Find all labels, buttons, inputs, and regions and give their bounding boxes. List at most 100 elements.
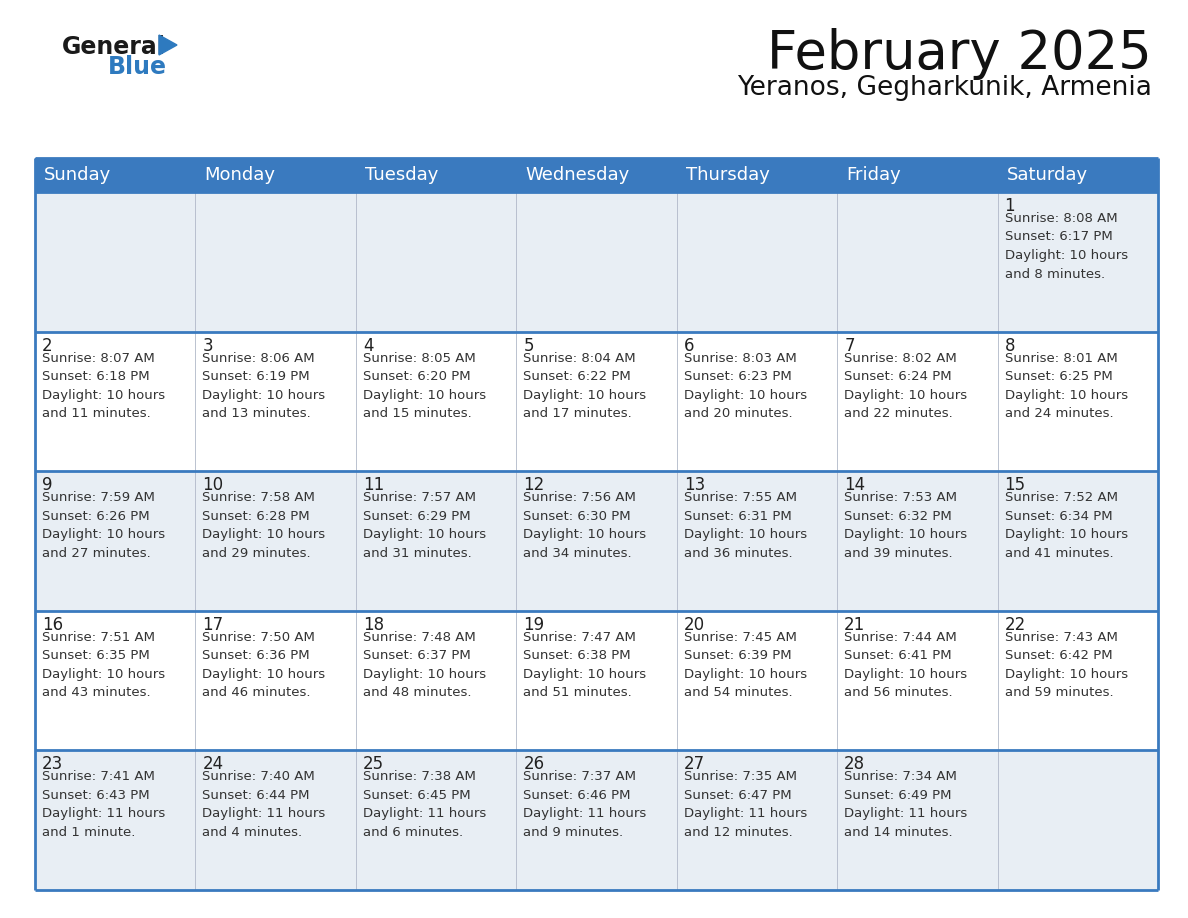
Text: Tuesday: Tuesday bbox=[365, 166, 438, 184]
Bar bbox=[34, 331, 196, 471]
Polygon shape bbox=[159, 35, 177, 55]
Text: Sunrise: 7:40 AM
Sunset: 6:44 PM
Daylight: 11 hours
and 4 minutes.: Sunrise: 7:40 AM Sunset: 6:44 PM Dayligh… bbox=[202, 770, 326, 839]
Bar bbox=[517, 471, 677, 610]
Text: Sunrise: 7:56 AM
Sunset: 6:30 PM
Daylight: 10 hours
and 34 minutes.: Sunrise: 7:56 AM Sunset: 6:30 PM Dayligh… bbox=[523, 491, 646, 560]
Text: Sunrise: 7:52 AM
Sunset: 6:34 PM
Daylight: 10 hours
and 41 minutes.: Sunrise: 7:52 AM Sunset: 6:34 PM Dayligh… bbox=[1005, 491, 1127, 560]
Text: Sunrise: 7:35 AM
Sunset: 6:47 PM
Daylight: 11 hours
and 12 minutes.: Sunrise: 7:35 AM Sunset: 6:47 PM Dayligh… bbox=[684, 770, 807, 839]
Text: Sunrise: 8:07 AM
Sunset: 6:18 PM
Daylight: 10 hours
and 11 minutes.: Sunrise: 8:07 AM Sunset: 6:18 PM Dayligh… bbox=[42, 352, 165, 420]
Text: Sunrise: 7:45 AM
Sunset: 6:39 PM
Daylight: 10 hours
and 54 minutes.: Sunrise: 7:45 AM Sunset: 6:39 PM Dayligh… bbox=[684, 631, 807, 700]
Text: Sunrise: 8:01 AM
Sunset: 6:25 PM
Daylight: 10 hours
and 24 minutes.: Sunrise: 8:01 AM Sunset: 6:25 PM Dayligh… bbox=[1005, 352, 1127, 420]
Text: 17: 17 bbox=[202, 616, 223, 633]
Bar bbox=[34, 471, 196, 610]
Bar bbox=[196, 471, 356, 610]
Text: 6: 6 bbox=[684, 337, 694, 354]
Text: Sunrise: 7:55 AM
Sunset: 6:31 PM
Daylight: 10 hours
and 36 minutes.: Sunrise: 7:55 AM Sunset: 6:31 PM Dayligh… bbox=[684, 491, 807, 560]
Bar bbox=[838, 471, 998, 610]
Bar bbox=[517, 610, 677, 750]
Text: Sunrise: 8:02 AM
Sunset: 6:24 PM
Daylight: 10 hours
and 22 minutes.: Sunrise: 8:02 AM Sunset: 6:24 PM Dayligh… bbox=[845, 352, 967, 420]
Bar bbox=[517, 331, 677, 471]
Text: Sunrise: 8:03 AM
Sunset: 6:23 PM
Daylight: 10 hours
and 20 minutes.: Sunrise: 8:03 AM Sunset: 6:23 PM Dayligh… bbox=[684, 352, 807, 420]
Bar bbox=[998, 158, 1158, 192]
Text: 11: 11 bbox=[362, 476, 384, 494]
Bar bbox=[677, 331, 838, 471]
Bar bbox=[356, 750, 517, 890]
Text: Sunrise: 7:41 AM
Sunset: 6:43 PM
Daylight: 11 hours
and 1 minute.: Sunrise: 7:41 AM Sunset: 6:43 PM Dayligh… bbox=[42, 770, 165, 839]
Bar bbox=[196, 158, 356, 192]
Bar bbox=[677, 610, 838, 750]
Text: Sunrise: 7:43 AM
Sunset: 6:42 PM
Daylight: 10 hours
and 59 minutes.: Sunrise: 7:43 AM Sunset: 6:42 PM Dayligh… bbox=[1005, 631, 1127, 700]
Text: 3: 3 bbox=[202, 337, 213, 354]
Bar bbox=[356, 331, 517, 471]
Text: 23: 23 bbox=[42, 756, 63, 773]
Bar bbox=[838, 158, 998, 192]
Bar bbox=[196, 192, 356, 331]
Bar bbox=[998, 471, 1158, 610]
Bar bbox=[838, 610, 998, 750]
Text: Saturday: Saturday bbox=[1006, 166, 1088, 184]
Text: Sunday: Sunday bbox=[44, 166, 112, 184]
Text: 2: 2 bbox=[42, 337, 52, 354]
Text: Sunrise: 7:44 AM
Sunset: 6:41 PM
Daylight: 10 hours
and 56 minutes.: Sunrise: 7:44 AM Sunset: 6:41 PM Dayligh… bbox=[845, 631, 967, 700]
Text: 5: 5 bbox=[523, 337, 533, 354]
Bar bbox=[34, 192, 196, 331]
Text: 9: 9 bbox=[42, 476, 52, 494]
Bar bbox=[517, 158, 677, 192]
Bar bbox=[838, 331, 998, 471]
Text: Monday: Monday bbox=[204, 166, 276, 184]
Text: 21: 21 bbox=[845, 616, 865, 633]
Text: Sunrise: 7:47 AM
Sunset: 6:38 PM
Daylight: 10 hours
and 51 minutes.: Sunrise: 7:47 AM Sunset: 6:38 PM Dayligh… bbox=[523, 631, 646, 700]
Text: 19: 19 bbox=[523, 616, 544, 633]
Bar bbox=[196, 750, 356, 890]
Bar bbox=[838, 750, 998, 890]
Bar bbox=[838, 192, 998, 331]
Text: Sunrise: 7:37 AM
Sunset: 6:46 PM
Daylight: 11 hours
and 9 minutes.: Sunrise: 7:37 AM Sunset: 6:46 PM Dayligh… bbox=[523, 770, 646, 839]
Text: Sunrise: 8:08 AM
Sunset: 6:17 PM
Daylight: 10 hours
and 8 minutes.: Sunrise: 8:08 AM Sunset: 6:17 PM Dayligh… bbox=[1005, 212, 1127, 281]
Bar bbox=[196, 610, 356, 750]
Bar bbox=[356, 158, 517, 192]
Text: 4: 4 bbox=[362, 337, 373, 354]
Bar bbox=[998, 610, 1158, 750]
Text: 14: 14 bbox=[845, 476, 865, 494]
Text: Sunrise: 7:48 AM
Sunset: 6:37 PM
Daylight: 10 hours
and 48 minutes.: Sunrise: 7:48 AM Sunset: 6:37 PM Dayligh… bbox=[362, 631, 486, 700]
Text: 8: 8 bbox=[1005, 337, 1015, 354]
Text: 25: 25 bbox=[362, 756, 384, 773]
Bar bbox=[998, 192, 1158, 331]
Bar bbox=[998, 331, 1158, 471]
Bar bbox=[517, 192, 677, 331]
Text: Friday: Friday bbox=[846, 166, 901, 184]
Text: General: General bbox=[62, 35, 166, 59]
Bar bbox=[677, 192, 838, 331]
Text: 26: 26 bbox=[523, 756, 544, 773]
Bar bbox=[34, 158, 196, 192]
Text: Sunrise: 8:04 AM
Sunset: 6:22 PM
Daylight: 10 hours
and 17 minutes.: Sunrise: 8:04 AM Sunset: 6:22 PM Dayligh… bbox=[523, 352, 646, 420]
Text: Sunrise: 7:58 AM
Sunset: 6:28 PM
Daylight: 10 hours
and 29 minutes.: Sunrise: 7:58 AM Sunset: 6:28 PM Dayligh… bbox=[202, 491, 326, 560]
Text: Thursday: Thursday bbox=[685, 166, 770, 184]
Text: Yeranos, Gegharkunik, Armenia: Yeranos, Gegharkunik, Armenia bbox=[737, 75, 1152, 101]
Bar bbox=[677, 158, 838, 192]
Text: Sunrise: 7:34 AM
Sunset: 6:49 PM
Daylight: 11 hours
and 14 minutes.: Sunrise: 7:34 AM Sunset: 6:49 PM Dayligh… bbox=[845, 770, 967, 839]
Text: Sunrise: 7:57 AM
Sunset: 6:29 PM
Daylight: 10 hours
and 31 minutes.: Sunrise: 7:57 AM Sunset: 6:29 PM Dayligh… bbox=[362, 491, 486, 560]
Bar bbox=[356, 192, 517, 331]
Bar bbox=[356, 471, 517, 610]
Text: 20: 20 bbox=[684, 616, 704, 633]
Text: 15: 15 bbox=[1005, 476, 1025, 494]
Text: 22: 22 bbox=[1005, 616, 1025, 633]
Text: Blue: Blue bbox=[108, 55, 168, 79]
Bar bbox=[677, 471, 838, 610]
Text: 7: 7 bbox=[845, 337, 854, 354]
Text: Sunrise: 7:50 AM
Sunset: 6:36 PM
Daylight: 10 hours
and 46 minutes.: Sunrise: 7:50 AM Sunset: 6:36 PM Dayligh… bbox=[202, 631, 326, 700]
Text: Sunrise: 7:59 AM
Sunset: 6:26 PM
Daylight: 10 hours
and 27 minutes.: Sunrise: 7:59 AM Sunset: 6:26 PM Dayligh… bbox=[42, 491, 165, 560]
Bar bbox=[34, 610, 196, 750]
Text: 28: 28 bbox=[845, 756, 865, 773]
Text: 16: 16 bbox=[42, 616, 63, 633]
Text: 24: 24 bbox=[202, 756, 223, 773]
Text: Sunrise: 7:51 AM
Sunset: 6:35 PM
Daylight: 10 hours
and 43 minutes.: Sunrise: 7:51 AM Sunset: 6:35 PM Dayligh… bbox=[42, 631, 165, 700]
Bar bbox=[517, 750, 677, 890]
Bar bbox=[998, 750, 1158, 890]
Text: 13: 13 bbox=[684, 476, 704, 494]
Bar bbox=[677, 750, 838, 890]
Text: 18: 18 bbox=[362, 616, 384, 633]
Text: 1: 1 bbox=[1005, 197, 1016, 215]
Text: February 2025: February 2025 bbox=[767, 28, 1152, 80]
Text: Sunrise: 8:06 AM
Sunset: 6:19 PM
Daylight: 10 hours
and 13 minutes.: Sunrise: 8:06 AM Sunset: 6:19 PM Dayligh… bbox=[202, 352, 326, 420]
